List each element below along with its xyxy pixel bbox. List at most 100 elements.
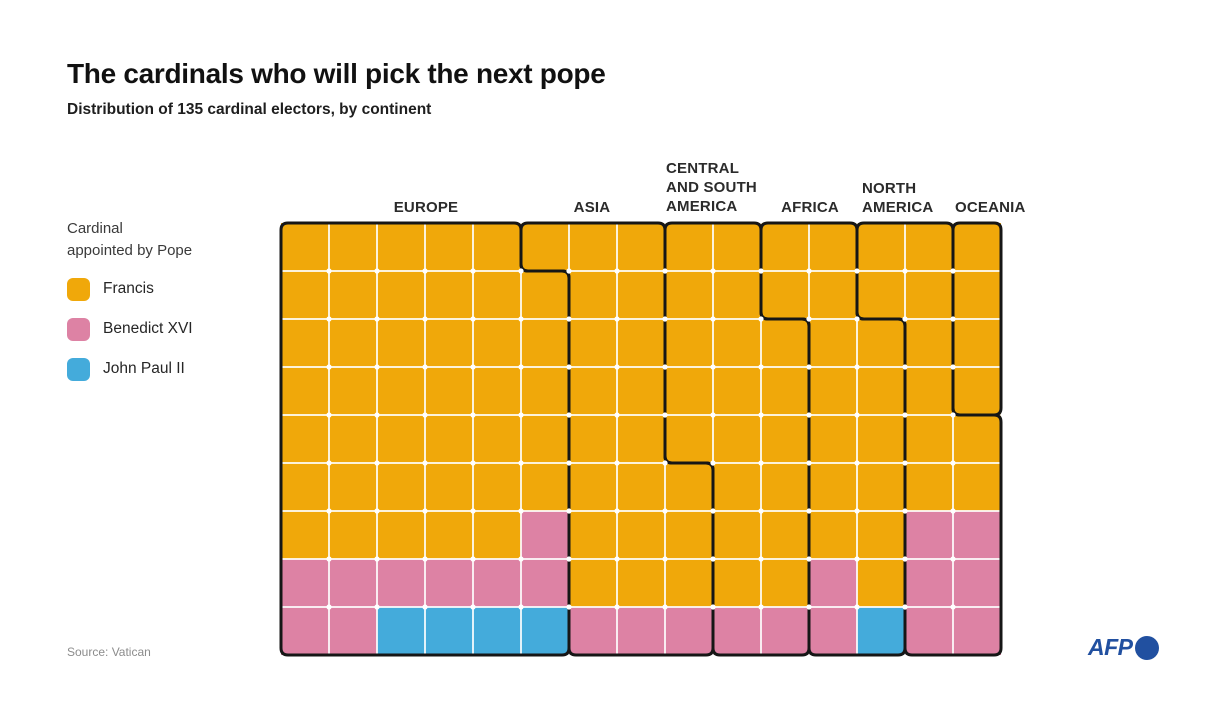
waffle-cell [281,511,329,559]
waffle-cell [569,463,617,511]
waffle-cell [761,223,809,271]
waffle-cell [857,367,905,415]
continent-label-europe: EUROPE [393,199,459,216]
waffle-cell [377,319,425,367]
waffle-cell [713,319,761,367]
waffle-cell [713,559,761,607]
waffle-cell [521,607,569,655]
waffle-cell [569,415,617,463]
waffle-cell [857,223,905,271]
waffle-cell [665,559,713,607]
waffle-cell [569,559,617,607]
waffle-cell [329,511,377,559]
waffle-cell [521,319,569,367]
waffle-cell [425,319,473,367]
waffle-cell [329,415,377,463]
waffle-cell [857,559,905,607]
waffle-cell [473,367,521,415]
legend-item-francis: Francis [67,277,154,301]
waffle-cell [473,415,521,463]
waffle-cell [857,319,905,367]
waffle-cell [569,319,617,367]
legend-label: Francis [103,280,154,297]
page-title: The cardinals who will pick the next pop… [67,58,606,89]
waffle-cell [665,511,713,559]
waffle-cell [761,511,809,559]
waffle-cell [521,271,569,319]
waffle-cell [377,271,425,319]
waffle-cell [569,223,617,271]
waffle-cell [905,271,953,319]
waffle-cell [377,511,425,559]
waffle-cell [473,511,521,559]
waffle-cell [905,415,953,463]
waffle-cell [713,415,761,463]
waffle-cell [377,367,425,415]
waffle-cell [569,271,617,319]
waffle-cell [569,511,617,559]
waffle-cell [665,463,713,511]
waffle-cell [329,367,377,415]
waffle-cell [281,607,329,655]
waffle-cell [953,463,1001,511]
legend-item-john-paul-ii: John Paul II [67,357,185,381]
waffle-cell [857,511,905,559]
legend-label: John Paul II [103,360,185,377]
waffle-cell [713,367,761,415]
waffle-cell [617,559,665,607]
waffle-cell [281,463,329,511]
benedict-xvi-swatch-icon [67,317,90,341]
waffle-cell [761,367,809,415]
waffle-cell [809,559,857,607]
waffle-cell [857,271,905,319]
waffle-cell [953,607,1001,655]
waffle-cell [617,415,665,463]
waffle-cell [329,223,377,271]
waffle-cell [473,559,521,607]
continent-label-central-and-south-america: CENTRAL AND SOUTH AMERICA [666,160,757,215]
waffle-cell [281,271,329,319]
waffle-cell [377,415,425,463]
waffle-cell [617,463,665,511]
waffle-cell [377,223,425,271]
waffle-cell [905,463,953,511]
waffle-cell [761,319,809,367]
waffle-cell [425,367,473,415]
waffle-cell [521,511,569,559]
waffle-cell [521,223,569,271]
waffle-cell [377,559,425,607]
afp-logo-circle-icon [1134,635,1159,660]
waffle-cell [425,271,473,319]
waffle-cell [905,223,953,271]
waffle-cell [521,559,569,607]
waffle-cell [857,607,905,655]
waffle-cell [521,415,569,463]
waffle-cell [617,319,665,367]
waffle-cell [665,367,713,415]
waffle-cell [329,463,377,511]
waffle-cell [617,271,665,319]
waffle-cell [809,463,857,511]
afp-logo: AFP [1088,634,1159,661]
waffle-cell [521,463,569,511]
legend-title-line1: Cardinal [67,220,123,237]
waffle-cell [713,463,761,511]
waffle-cell [809,223,857,271]
waffle-cell [761,271,809,319]
waffle-cell [713,223,761,271]
waffle-cell [953,415,1001,463]
continent-label-oceania: OCEANIA [955,199,1026,216]
waffle-cell [521,367,569,415]
john-paul-ii-swatch-icon [67,357,90,381]
waffle-cell [569,607,617,655]
waffle-cell [953,367,1001,415]
waffle-cell [953,511,1001,559]
waffle-cell [665,319,713,367]
waffle-cell [281,415,329,463]
waffle-cell [665,271,713,319]
waffle-cell [953,223,1001,271]
waffle-cell [473,463,521,511]
waffle-cell [665,415,713,463]
waffle-cell [905,559,953,607]
